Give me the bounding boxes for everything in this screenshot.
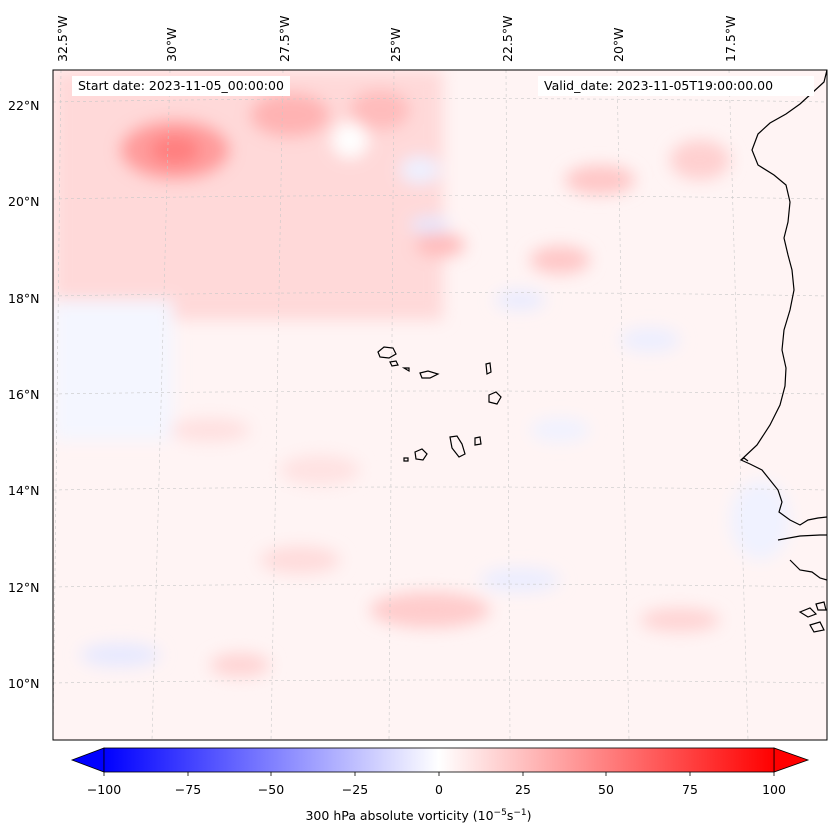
boa-vista-island	[488, 391, 502, 405]
west-africa-coastline	[739, 70, 827, 526]
lon-label-17-5w: 17.5°W	[723, 15, 738, 62]
colorbar-gradient	[103, 747, 775, 773]
santiago-island	[449, 435, 466, 458]
map-frame	[52, 69, 828, 741]
colorbar-tick-label: 0	[435, 782, 443, 797]
colorbar-tick-label: 50	[598, 782, 614, 797]
colorbar-extend-max	[773, 747, 810, 773]
sao-vicente-island	[389, 360, 399, 367]
colorbar-tick-label: 100	[762, 782, 786, 797]
dakar-peninsula	[740, 457, 749, 462]
lon-label-27-5w: 27.5°W	[277, 15, 292, 62]
lon-label-32-5w: 32.5°W	[55, 15, 70, 62]
colorbar-tick-label: −50	[257, 782, 285, 797]
lat-label-10n: 10°N	[8, 676, 40, 691]
colorbar-tick-label: −100	[86, 782, 122, 797]
gambia-estuary	[777, 534, 827, 541]
guinea-bissau-coast	[789, 559, 827, 581]
lat-label-14n: 14°N	[8, 483, 40, 498]
fogo-island	[414, 448, 428, 461]
lat-label-22n: 22°N	[8, 98, 40, 113]
bijagos-islands	[798, 601, 827, 633]
colorbar-tick-label: 25	[515, 782, 531, 797]
colorbar-tick-label: −25	[341, 782, 369, 797]
lat-label-16n: 16°N	[8, 387, 40, 402]
colorbar-tick-label: 75	[682, 782, 698, 797]
start-date-label: Start date: 2023-11-05_00:00:00	[72, 76, 290, 96]
lon-label-22-5w: 22.5°W	[500, 15, 515, 62]
colorbar-tick-marks	[103, 772, 775, 776]
colorbar-extend-min	[70, 747, 105, 773]
lat-label-18n: 18°N	[8, 291, 40, 306]
colorbar-tick-label: −75	[174, 782, 202, 797]
santa-luzia-island	[401, 367, 410, 373]
sao-nicolau-island	[419, 370, 440, 379]
colorbar	[70, 747, 810, 776]
brava-island	[403, 457, 409, 462]
lat-label-20n: 20°N	[8, 194, 40, 209]
santo-antao-island	[377, 346, 397, 359]
lon-label-30w: 30°W	[164, 27, 179, 62]
colorbar-label: 300 hPa absolute vorticity (10−5s−1)	[305, 808, 532, 824]
lat-label-12n: 12°N	[8, 580, 40, 595]
lon-label-20w: 20°W	[611, 27, 626, 62]
lon-label-25w: 25°W	[388, 27, 403, 62]
vorticity-field	[53, 70, 827, 740]
graticule	[53, 70, 827, 740]
valid-date-label: Valid_date: 2023-11-05T19:00:00.00	[538, 76, 814, 96]
sal-island	[485, 362, 492, 375]
coastlines	[377, 70, 827, 633]
maio-island	[474, 436, 482, 446]
